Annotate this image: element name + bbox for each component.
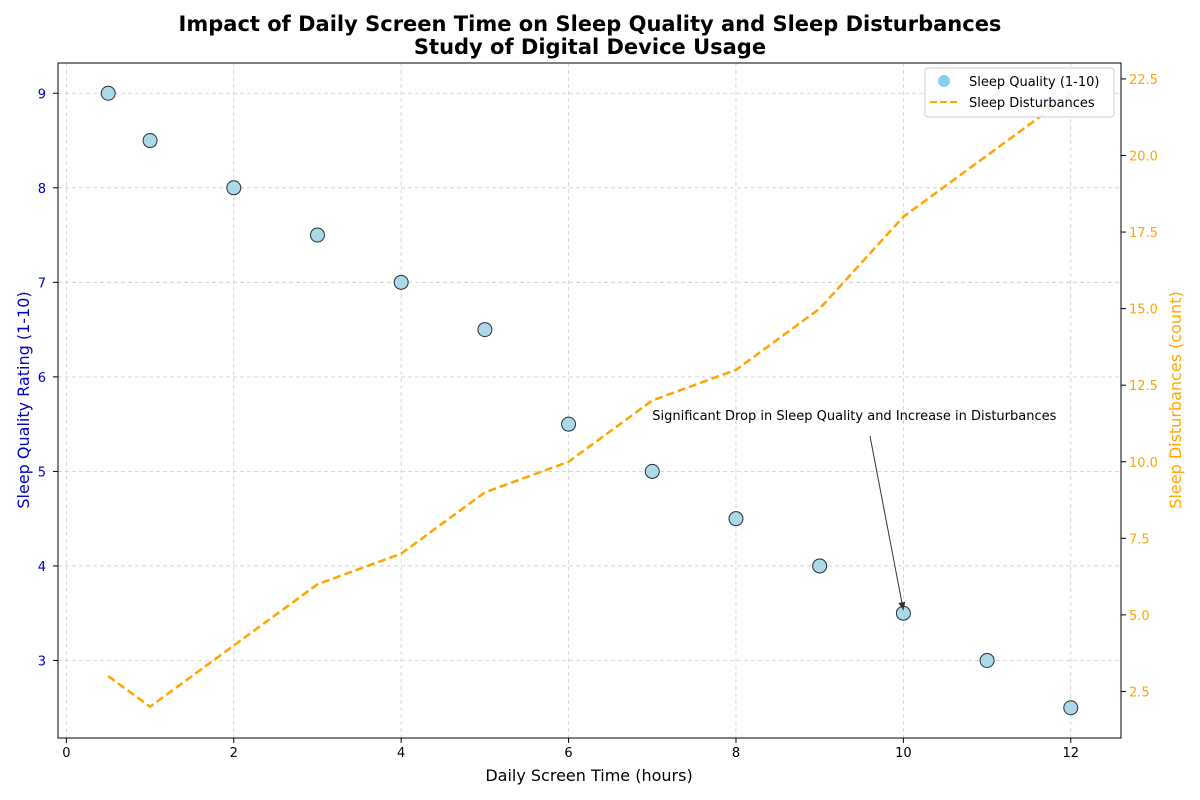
annotation-text: Significant Drop in Sleep Quality and In… bbox=[652, 409, 1056, 424]
y-right-tick-label: 5.0 bbox=[1129, 609, 1150, 624]
sleep-quality-point bbox=[1063, 700, 1079, 716]
legend-label-sleep-disturbances: Sleep Disturbances bbox=[969, 96, 1095, 111]
y-right-tick-label: 12.5 bbox=[1129, 379, 1158, 394]
sleep-quality-point bbox=[561, 416, 577, 432]
x-tick-label: 8 bbox=[732, 746, 740, 761]
y-right-tick-label: 15.0 bbox=[1129, 303, 1158, 318]
chart-subtitle: Study of Digital Device Usage bbox=[414, 35, 766, 59]
x-tick-label: 12 bbox=[1063, 746, 1080, 761]
sleep-quality-point bbox=[644, 463, 660, 479]
plot-frame bbox=[57, 62, 1122, 739]
x-tick-label: 6 bbox=[564, 746, 572, 761]
grid bbox=[58, 63, 1121, 738]
sleep-quality-point bbox=[226, 180, 242, 196]
legend-box bbox=[924, 67, 1115, 118]
sleep-quality-point bbox=[393, 274, 409, 290]
sleep-quality-point bbox=[100, 85, 116, 101]
y-left-tick-label: 3 bbox=[38, 654, 46, 669]
y-right-tick-label: 2.5 bbox=[1129, 685, 1150, 700]
sleep-quality-point bbox=[477, 322, 493, 338]
legend-scatter-marker bbox=[938, 75, 950, 87]
y-left-tick-label: 4 bbox=[38, 560, 46, 575]
y-right-tick-label: 7.5 bbox=[1129, 532, 1150, 547]
y-left-tick-label: 7 bbox=[38, 276, 46, 291]
y-right-tick-label: 22.5 bbox=[1129, 73, 1158, 88]
y-left-tick-label: 5 bbox=[38, 465, 46, 480]
y-left-axis-ticks: 3 4 5 6 7 8 9 bbox=[38, 87, 58, 669]
x-tick-label: 0 bbox=[62, 746, 70, 761]
y-right-axis-ticks: 2.5 5.0 7.5 10.0 12.5 15.0 17.5 20.0 22.5 bbox=[1121, 73, 1158, 700]
chart-title: Impact of Daily Screen Time on Sleep Qua… bbox=[179, 12, 1002, 36]
y-right-axis-label: Sleep Disturbances (count) bbox=[1166, 291, 1185, 508]
annotation: Significant Drop in Sleep Quality and In… bbox=[652, 409, 1057, 611]
x-axis-label: Daily Screen Time (hours) bbox=[485, 766, 692, 785]
sleep-disturbances-line bbox=[107, 93, 1072, 709]
legend-label-sleep-quality: Sleep Quality (1-10) bbox=[969, 75, 1099, 90]
x-axis-ticks: 0 2 4 6 8 10 12 bbox=[62, 738, 1079, 761]
sleep-quality-point bbox=[812, 558, 828, 574]
sleep-disturbances-layer bbox=[107, 93, 1072, 709]
x-tick-label: 2 bbox=[230, 746, 238, 761]
y-left-tick-label: 8 bbox=[38, 182, 46, 197]
sleep-quality-point bbox=[728, 511, 744, 527]
y-right-tick-label: 17.5 bbox=[1129, 226, 1158, 241]
annotation-arrow bbox=[869, 436, 904, 611]
y-left-tick-label: 6 bbox=[38, 371, 46, 386]
y-right-tick-label: 10.0 bbox=[1129, 456, 1158, 471]
x-tick-label: 10 bbox=[895, 746, 912, 761]
y-left-tick-label: 9 bbox=[38, 87, 46, 102]
sleep-quality-point bbox=[309, 227, 325, 243]
y-left-axis-label: Sleep Quality Rating (1-10) bbox=[14, 291, 33, 508]
y-right-tick-label: 20.0 bbox=[1129, 149, 1158, 164]
sleep-quality-point bbox=[979, 652, 995, 668]
annotation-arrowhead bbox=[898, 601, 906, 611]
sleep-quality-point bbox=[142, 133, 158, 149]
sleep-quality-points bbox=[100, 85, 1079, 716]
x-tick-label: 4 bbox=[397, 746, 405, 761]
legend: Sleep Quality (1-10) Sleep Disturbances bbox=[924, 67, 1115, 118]
